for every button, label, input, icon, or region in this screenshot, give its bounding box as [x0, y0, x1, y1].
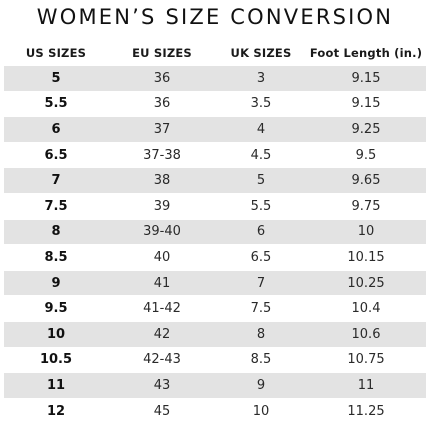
cell-eu-size: 42-43 — [108, 347, 216, 373]
cell-uk-size: 7.5 — [216, 296, 306, 322]
cell-uk-size: 3.5 — [216, 91, 306, 117]
cell-us-size: 8 — [4, 219, 108, 245]
cell-foot-length: 10.75 — [306, 347, 426, 373]
cell-us-size: 6.5 — [4, 142, 108, 168]
cell-foot-length: 11 — [306, 373, 426, 399]
cell-us-size: 7 — [4, 168, 108, 194]
cell-eu-size: 43 — [108, 373, 216, 399]
cell-foot-length: 10 — [306, 219, 426, 245]
cell-eu-size: 41-42 — [108, 296, 216, 322]
cell-uk-size: 4.5 — [216, 142, 306, 168]
cell-eu-size: 42 — [108, 321, 216, 347]
cell-us-size: 11 — [4, 373, 108, 399]
cell-uk-size: 8.5 — [216, 347, 306, 373]
cell-us-size: 5.5 — [4, 91, 108, 117]
size-conversion-table: US SIZES EU SIZES UK SIZES Foot Length (… — [4, 40, 426, 423]
cell-us-size: 9.5 — [4, 296, 108, 322]
cell-eu-size: 41 — [108, 270, 216, 296]
page-title: WOMEN’S SIZE CONVERSION — [0, 4, 430, 30]
cell-eu-size: 36 — [108, 66, 216, 92]
cell-uk-size: 6.5 — [216, 245, 306, 271]
header-foot-length: Foot Length (in.) — [306, 40, 426, 66]
size-conversion-table-wrapper: US SIZES EU SIZES UK SIZES Foot Length (… — [4, 40, 426, 423]
cell-eu-size: 38 — [108, 168, 216, 194]
cell-us-size: 6 — [4, 117, 108, 143]
cell-foot-length: 9.65 — [306, 168, 426, 194]
header-uk-sizes: UK SIZES — [216, 40, 306, 66]
cell-eu-size: 45 — [108, 398, 216, 423]
cell-uk-size: 5 — [216, 168, 306, 194]
cell-eu-size: 37-38 — [108, 142, 216, 168]
cell-eu-size: 36 — [108, 91, 216, 117]
cell-foot-length: 9.15 — [306, 91, 426, 117]
header-us-sizes: US SIZES — [4, 40, 108, 66]
cell-foot-length: 9.5 — [306, 142, 426, 168]
cell-uk-size: 5.5 — [216, 193, 306, 219]
cell-us-size: 10 — [4, 321, 108, 347]
cell-foot-length: 10.25 — [306, 270, 426, 296]
cell-uk-size: 4 — [216, 117, 306, 143]
cell-eu-size: 39 — [108, 193, 216, 219]
cell-uk-size: 6 — [216, 219, 306, 245]
cell-uk-size: 9 — [216, 373, 306, 399]
cell-uk-size: 3 — [216, 66, 306, 92]
cell-us-size: 12 — [4, 398, 108, 423]
cell-uk-size: 10 — [216, 398, 306, 423]
cell-us-size: 5 — [4, 66, 108, 92]
cell-foot-length: 10.6 — [306, 321, 426, 347]
header-row: US SIZES EU SIZES UK SIZES Foot Length (… — [4, 40, 426, 66]
cell-us-size: 10.5 — [4, 347, 108, 373]
cell-uk-size: 8 — [216, 321, 306, 347]
cell-foot-length: 9.75 — [306, 193, 426, 219]
cell-us-size: 9 — [4, 270, 108, 296]
cell-foot-length: 11.25 — [306, 398, 426, 423]
cell-foot-length: 9.25 — [306, 117, 426, 143]
cell-us-size: 7.5 — [4, 193, 108, 219]
cell-foot-length: 10.4 — [306, 296, 426, 322]
cell-eu-size: 37 — [108, 117, 216, 143]
cell-eu-size: 39-40 — [108, 219, 216, 245]
cell-eu-size: 40 — [108, 245, 216, 271]
cell-foot-length: 10.15 — [306, 245, 426, 271]
header-eu-sizes: EU SIZES — [108, 40, 216, 66]
cell-us-size: 8.5 — [4, 245, 108, 271]
cell-foot-length: 9.15 — [306, 66, 426, 92]
cell-uk-size: 7 — [216, 270, 306, 296]
